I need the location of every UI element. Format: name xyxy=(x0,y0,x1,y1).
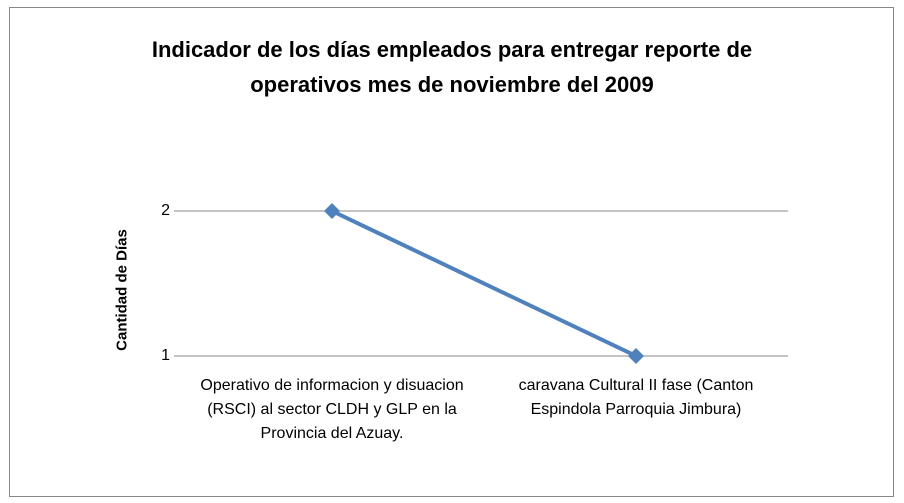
line-series xyxy=(331,209,637,358)
chart-border xyxy=(9,7,894,497)
data-point xyxy=(324,203,340,219)
x-tick-label: Operativo de informacion y disuacion (RS… xyxy=(200,377,464,442)
chart-title: Indicador de los días empleados para ent… xyxy=(151,37,753,97)
y-tick-label: 2 xyxy=(161,202,170,219)
y-tick-label: 1 xyxy=(161,347,170,364)
y-axis-label: Cantidad de Días xyxy=(113,229,131,351)
x-tick-label: caravana Cultural II fase (Canton Espind… xyxy=(518,377,754,418)
data-point xyxy=(628,348,644,364)
